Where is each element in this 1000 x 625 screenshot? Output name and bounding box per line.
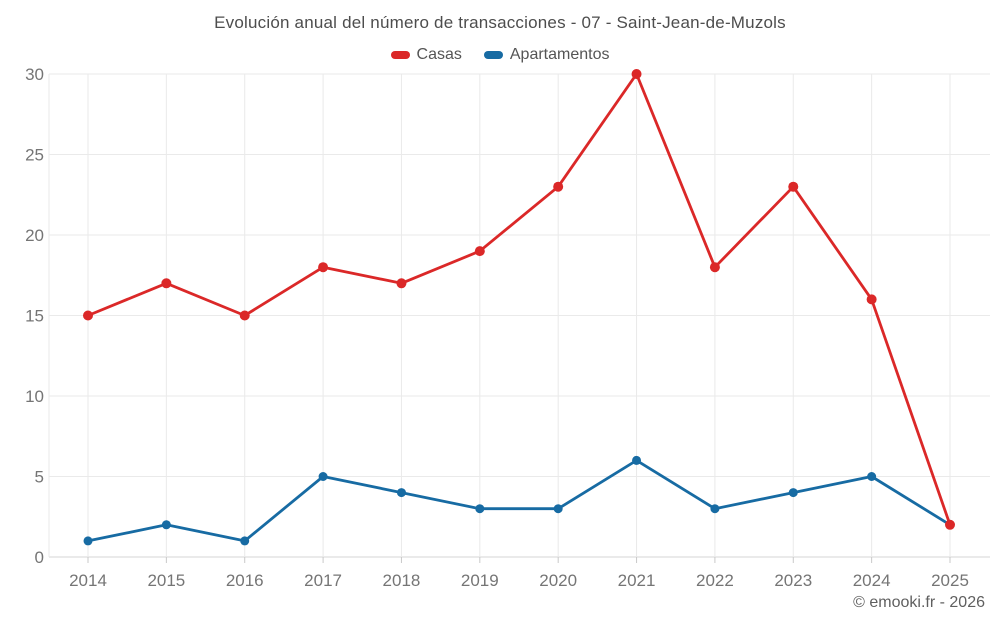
data-point-casas xyxy=(396,278,407,289)
legend-label-apartamentos: Apartamentos xyxy=(509,46,610,63)
data-point-casas xyxy=(788,181,799,192)
legend-swatch xyxy=(483,51,503,59)
y-tick-label: 5 xyxy=(35,468,44,487)
data-point-apartamentos xyxy=(318,472,328,481)
x-tick-label: 2021 xyxy=(618,571,656,590)
x-tick-label: 2015 xyxy=(147,571,185,590)
y-tick-label: 0 xyxy=(35,548,44,567)
data-point-casas xyxy=(83,310,93,321)
x-tick-label: 2018 xyxy=(383,571,421,590)
legend-item-apartamentos[interactable]: Apartamentos xyxy=(483,46,610,64)
data-point-apartamentos xyxy=(788,488,798,498)
legend-label-casas: Casas xyxy=(416,46,462,63)
data-point-casas xyxy=(553,181,564,192)
legend-item-casas[interactable]: Casas xyxy=(390,46,462,64)
x-tick-label: 2017 xyxy=(304,571,342,590)
data-point-apartamentos xyxy=(710,504,720,514)
chart-title: Evolución anual del número de transaccio… xyxy=(214,13,786,32)
chart-legend: Casas Apartamentos xyxy=(0,46,1000,64)
x-tick-label: 2023 xyxy=(774,571,812,590)
y-tick-label: 30 xyxy=(25,65,44,84)
x-tick-label: 2022 xyxy=(696,571,734,590)
x-tick-label: 2025 xyxy=(931,571,969,590)
series-line-casas xyxy=(86,72,952,527)
data-point-apartamentos xyxy=(475,504,485,514)
y-tick-label: 15 xyxy=(25,307,44,326)
data-point-apartamentos xyxy=(867,472,877,481)
data-point-apartamentos xyxy=(396,488,406,498)
series-line-apartamentos xyxy=(86,458,952,543)
data-point-casas xyxy=(474,246,485,257)
data-point-casas xyxy=(709,262,720,273)
data-point-apartamentos xyxy=(632,455,642,465)
legend-swatch xyxy=(390,51,410,59)
data-point-casas xyxy=(318,262,329,273)
x-tick-label: 2020 xyxy=(539,571,577,590)
data-point-apartamentos xyxy=(553,504,563,514)
x-tick-label: 2014 xyxy=(69,571,107,590)
data-point-casas xyxy=(631,69,642,79)
data-point-apartamentos xyxy=(83,536,93,546)
x-tick-label: 2024 xyxy=(853,571,891,590)
data-point-casas xyxy=(161,278,172,289)
data-point-apartamentos xyxy=(240,536,250,546)
y-tick-label: 25 xyxy=(25,146,44,165)
x-tick-label: 2019 xyxy=(461,571,499,590)
data-point-casas xyxy=(945,519,955,530)
data-point-apartamentos xyxy=(161,520,171,530)
y-tick-label: 20 xyxy=(25,226,44,245)
data-point-casas xyxy=(239,310,250,321)
copyright-footer: © emooki.fr - 2026 xyxy=(853,594,985,611)
x-tick-label: 2016 xyxy=(226,571,264,590)
data-point-casas xyxy=(866,294,877,305)
y-tick-label: 10 xyxy=(25,387,44,406)
